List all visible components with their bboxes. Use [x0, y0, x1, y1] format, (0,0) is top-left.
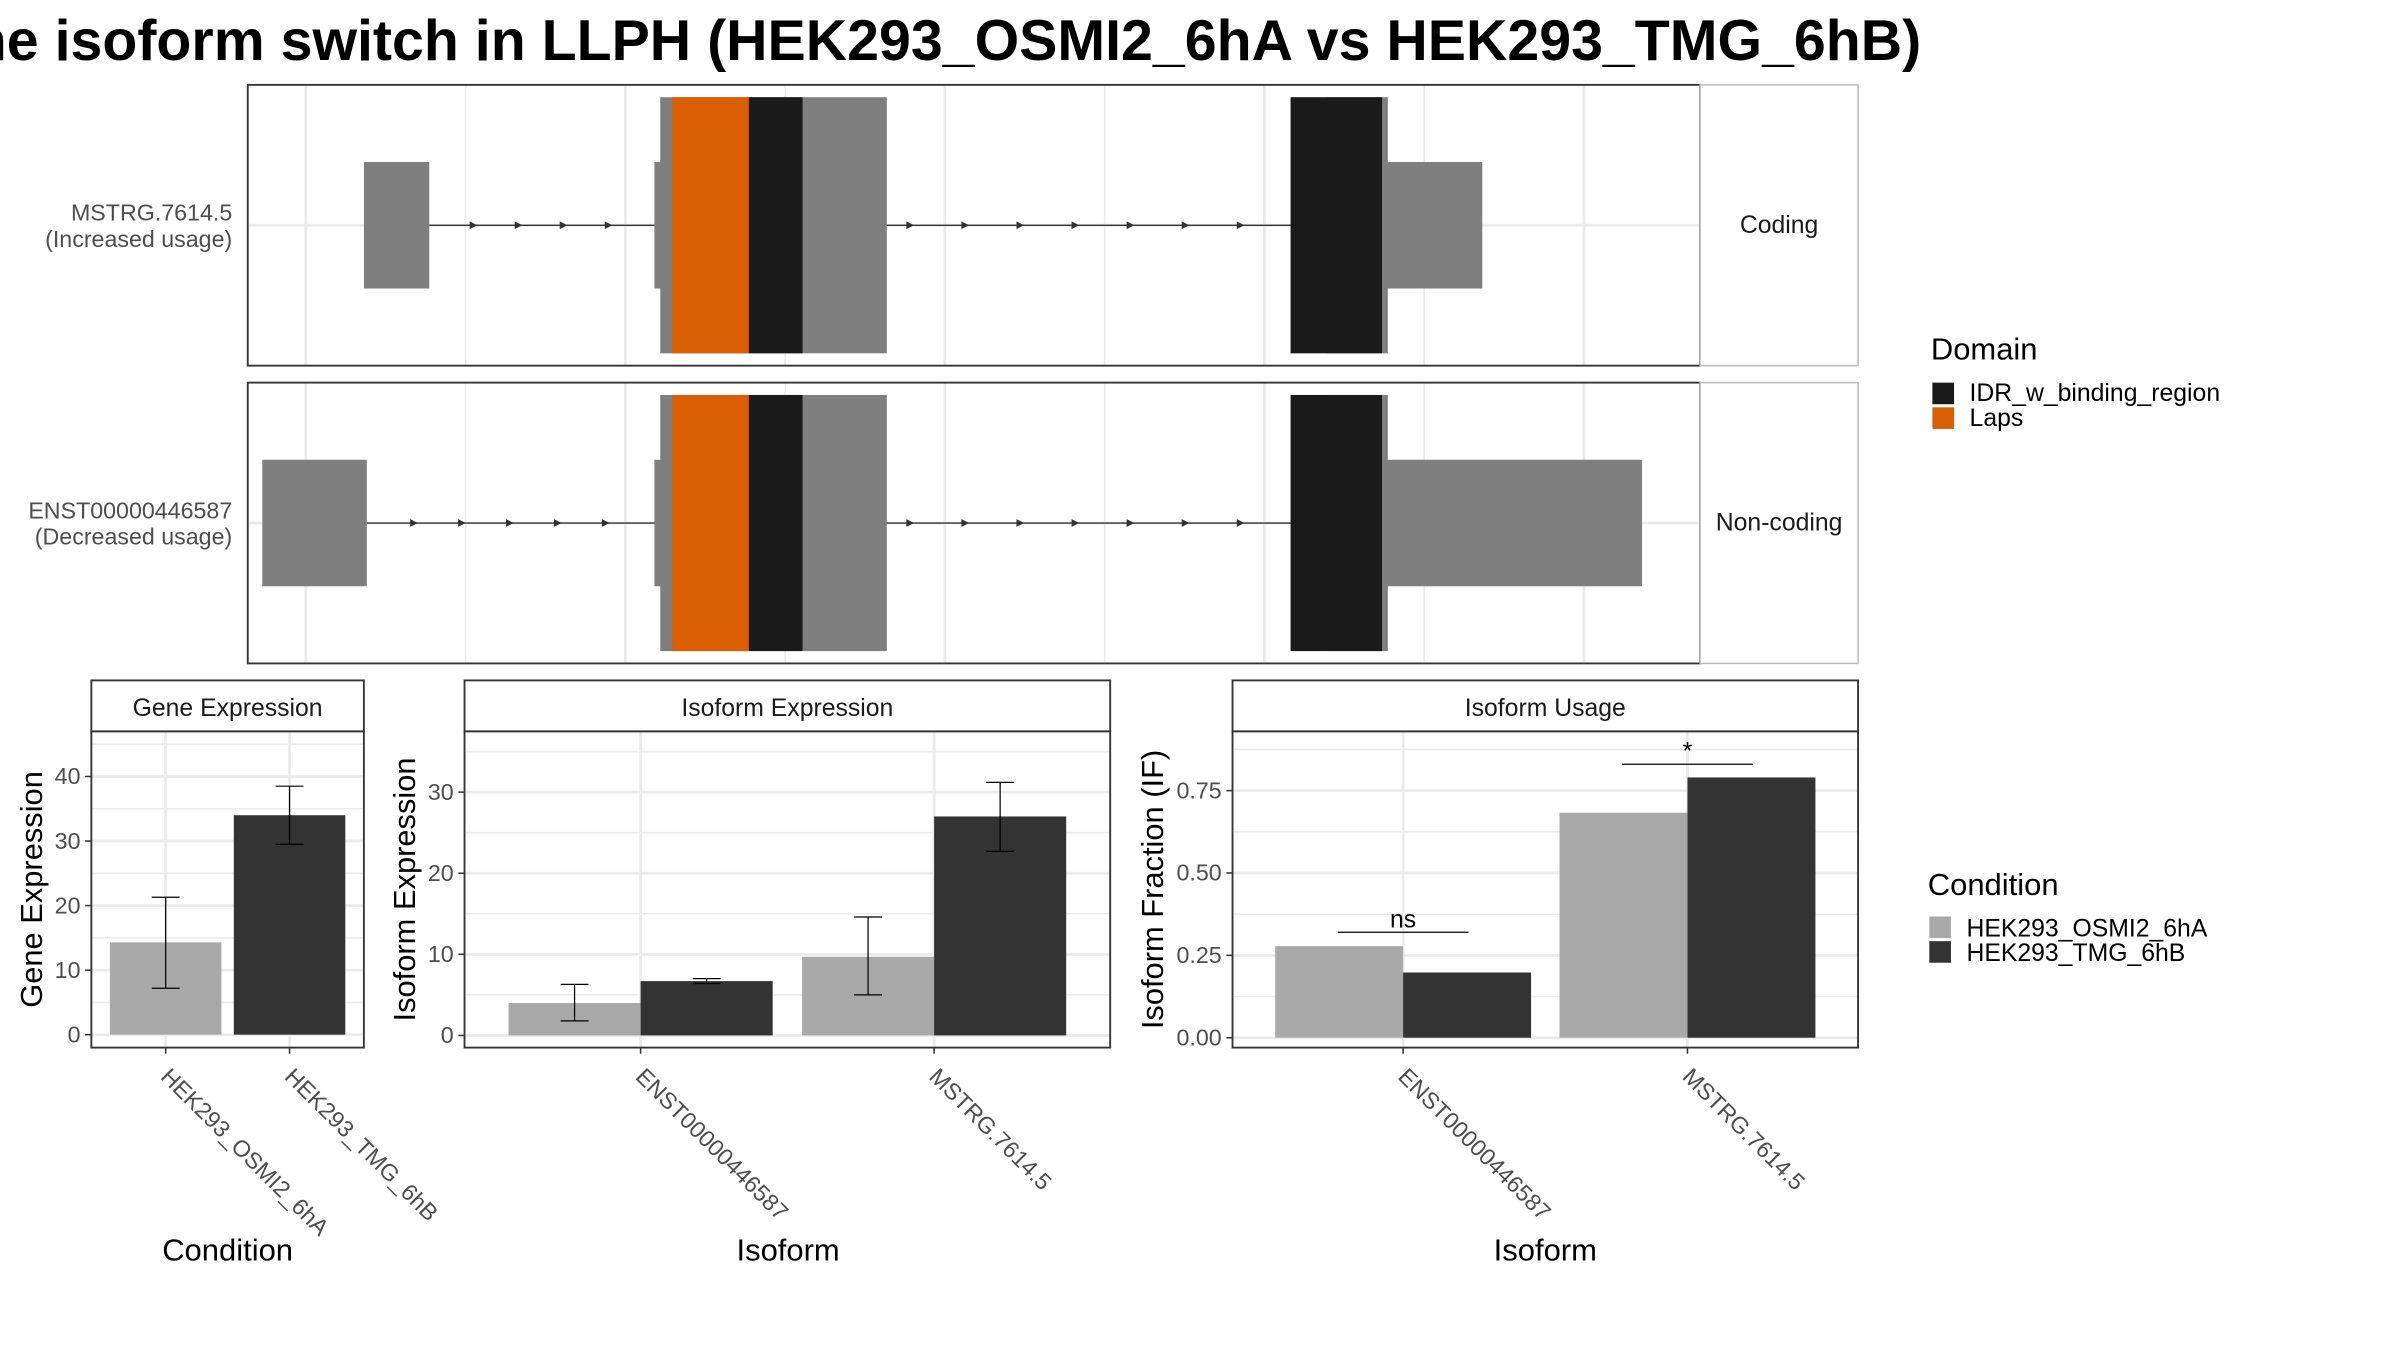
intron-arrow	[410, 519, 418, 527]
intron-arrow	[559, 221, 568, 230]
intron-arrow	[1236, 519, 1245, 527]
chart-title: Isoform Usage	[1465, 695, 1626, 722]
bar-hek293-tmg-6hb	[934, 816, 1067, 1036]
intron-arrow	[906, 221, 915, 230]
intron-arrow	[1071, 519, 1080, 527]
intron-arrow	[1181, 519, 1190, 527]
x-tick-label: ENST00000446587	[1393, 1063, 1556, 1225]
y-tick-label: 10	[428, 941, 454, 967]
legend-domain-swatch	[1932, 382, 1955, 405]
intron-arrow	[469, 221, 478, 230]
transcript-usage-label: (Increased usage)	[45, 226, 232, 252]
legend-domain-label: IDR_w_binding_region	[1970, 380, 2221, 407]
x-axis-label: Isoform	[1494, 1233, 1597, 1268]
intron-arrow	[1016, 519, 1025, 527]
intron-arrow	[458, 519, 466, 527]
y-axis-label: Isoform Fraction (IF)	[1135, 750, 1170, 1029]
y-tick-label: 30	[55, 828, 81, 854]
legend-condition-swatch	[1929, 941, 1951, 963]
coding-strip	[1699, 84, 1859, 367]
bar-hek293-osmi2-6ha	[1275, 946, 1404, 1038]
x-axis-label: Isoform	[737, 1233, 840, 1268]
figure-title: The isoform switch in LLPH (HEK293_OSMI2…	[0, 9, 1922, 73]
domain-idr-w-binding-region	[748, 394, 803, 652]
intron-arrow	[1236, 221, 1245, 230]
intron-arrow	[601, 519, 610, 527]
legend-condition-label: HEK293_OSMI2_6hA	[1966, 916, 2207, 943]
coding-strip-label: Coding	[1740, 212, 1818, 239]
y-tick-label: 10	[55, 957, 81, 983]
intron-arrow	[1071, 221, 1080, 230]
intron-arrow	[1016, 221, 1025, 230]
intron-arrow	[553, 519, 562, 527]
bar-hek293-osmi2-6ha	[1559, 812, 1688, 1038]
chart-title: Isoform Expression	[681, 695, 893, 722]
y-tick-label: 20	[55, 892, 81, 918]
intron-arrow	[1126, 221, 1135, 230]
legend-domain-title: Domain	[1931, 332, 2038, 367]
chart-title: Gene Expression	[133, 695, 323, 722]
y-tick-label: 0.00	[1176, 1024, 1221, 1050]
legend-condition-swatch	[1929, 916, 1951, 939]
y-axis-label: Isoform Expression	[387, 757, 422, 1021]
y-tick-label: 0.50	[1176, 860, 1221, 886]
intron-arrow	[604, 221, 613, 230]
legend-domain-label: Laps	[1970, 405, 2024, 432]
legend-domain-swatch	[1932, 407, 1955, 429]
domain-laps	[671, 394, 749, 652]
legend-condition-title: Condition	[1928, 867, 2059, 902]
domain-laps	[671, 97, 749, 354]
transcript-id-label: ENST00000446587	[28, 497, 232, 523]
exon-utr-box	[363, 161, 430, 289]
coding-strip	[1699, 381, 1859, 665]
y-tick-label: 20	[428, 860, 454, 886]
legend-condition-label: HEK293_TMG_6hB	[1966, 940, 2185, 967]
intron-arrow	[1181, 221, 1190, 230]
x-tick-label: ENST00000446587	[631, 1063, 794, 1225]
domain-idr-w-binding-region	[748, 97, 803, 354]
bar-hek293-tmg-6hb	[1687, 777, 1816, 1038]
chart-strip	[1231, 679, 1859, 733]
chart-strip	[463, 679, 1112, 733]
x-axis-label: Condition	[162, 1233, 293, 1268]
y-tick-label: 40	[55, 763, 81, 789]
significance-label: ns	[1390, 907, 1416, 934]
exon-utr-box	[1351, 459, 1643, 587]
intron-arrow	[961, 519, 970, 527]
domain-idr-w-binding-region	[1290, 97, 1383, 354]
exon-utr-box	[262, 459, 367, 587]
intron-arrow	[514, 221, 523, 230]
intron-arrow	[961, 221, 970, 230]
bar-hek293-tmg-6hb	[1403, 972, 1532, 1038]
significance-label: *	[1683, 739, 1693, 766]
domain-idr-w-binding-region	[1290, 394, 1383, 652]
y-tick-label: 0.75	[1176, 777, 1221, 803]
bar-hek293-tmg-6hb	[640, 981, 773, 1036]
bar-hek293-tmg-6hb	[233, 815, 346, 1035]
intron-arrow	[906, 519, 915, 527]
intron-arrow	[1126, 519, 1135, 527]
x-tick-label: MSTRG.7614.5	[924, 1063, 1056, 1195]
y-tick-label: 0.25	[1176, 942, 1221, 968]
chart-strip	[90, 679, 365, 733]
coding-strip-label: Non-coding	[1716, 510, 1843, 537]
y-tick-label: 30	[428, 779, 454, 805]
y-axis-label: Gene Expression	[14, 771, 49, 1008]
transcript-id-label: MSTRG.7614.5	[71, 200, 232, 226]
y-tick-label: 0	[441, 1022, 454, 1048]
y-tick-label: 0	[68, 1021, 81, 1047]
transcript-usage-label: (Decreased usage)	[35, 524, 232, 550]
x-tick-label: MSTRG.7614.5	[1678, 1063, 1810, 1195]
intron-arrow	[505, 519, 514, 527]
